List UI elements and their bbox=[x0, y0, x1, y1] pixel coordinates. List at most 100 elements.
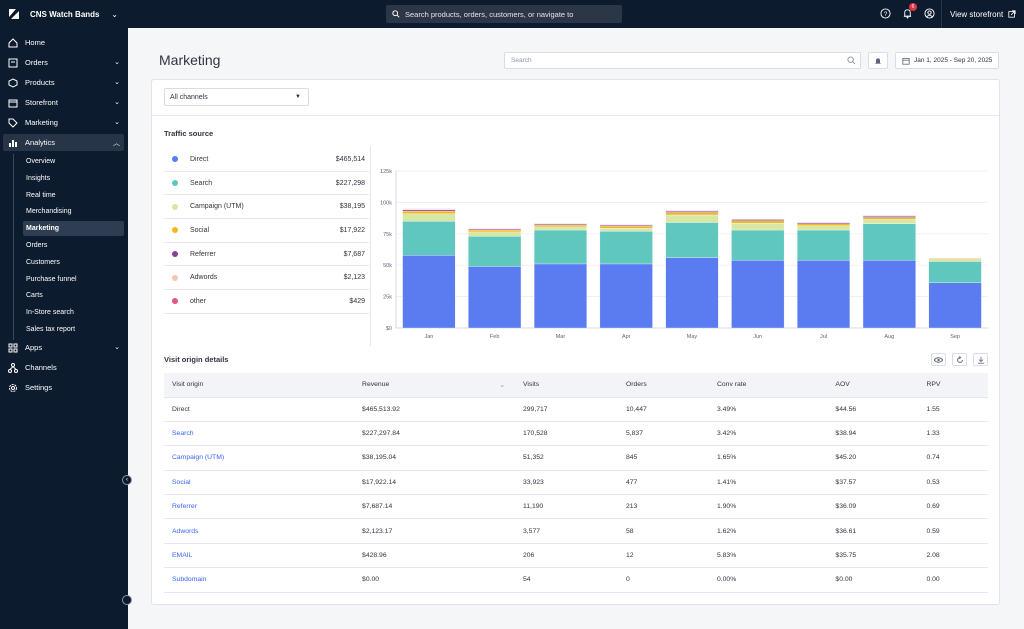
chevron-down-icon: ⌄ bbox=[114, 59, 120, 66]
legend-swatch bbox=[172, 298, 178, 305]
sidebar-item-analytics[interactable]: Analytics ︿ bbox=[3, 134, 124, 151]
column-header[interactable]: RPV bbox=[918, 373, 988, 398]
bar-segment bbox=[928, 261, 982, 283]
bar-segment bbox=[468, 229, 522, 233]
sidebar-item-storefront[interactable]: Storefront ⌄ bbox=[3, 94, 124, 111]
chevron-down-icon: ⌄ bbox=[114, 344, 120, 351]
visit-origin-link[interactable]: Referrer bbox=[164, 494, 355, 520]
bar-segment bbox=[402, 221, 456, 256]
analytics-subitem-sales-tax-report[interactable]: Sales tax report bbox=[26, 326, 76, 333]
traffic-source-heading: Traffic source bbox=[164, 129, 214, 138]
sidebar-item-orders[interactable]: Orders ⌄ bbox=[3, 54, 124, 71]
bar-segment bbox=[402, 211, 456, 214]
refresh-button[interactable] bbox=[952, 353, 967, 366]
legend-label: Direct bbox=[190, 155, 209, 163]
bar-segment bbox=[797, 225, 851, 231]
visit-origin-link[interactable]: Subdomain bbox=[164, 567, 355, 593]
sidebar-item-marketing[interactable]: Marketing ⌄ bbox=[3, 114, 124, 131]
y-tick-label: $0 bbox=[386, 326, 392, 332]
table-cell-rpv: 0.59 bbox=[918, 518, 988, 544]
column-header[interactable]: Visit origin bbox=[164, 373, 355, 398]
column-header[interactable]: Revenue ⌄ bbox=[354, 373, 515, 398]
column-header[interactable]: Visits bbox=[515, 373, 618, 398]
analytics-subitem-in-store-search[interactable]: In-Store search bbox=[26, 309, 74, 317]
visit-origin-link[interactable]: Social bbox=[164, 470, 355, 496]
visit-origin-link[interactable]: Search bbox=[164, 421, 355, 447]
table-cell-orders: 10,447 bbox=[617, 397, 709, 422]
bar-segment bbox=[797, 229, 851, 261]
alerts-button[interactable] bbox=[868, 52, 888, 69]
bar-segment bbox=[862, 260, 916, 329]
table-cell-revenue: $428.96 bbox=[354, 543, 515, 569]
sidebar-item-label: Settings bbox=[25, 383, 53, 392]
sidebar-item-home[interactable]: Home bbox=[3, 34, 124, 51]
sidebar-item-label: Products bbox=[25, 78, 55, 87]
legend-value: $2,123 bbox=[343, 274, 365, 282]
x-tick-label: Sep bbox=[950, 334, 960, 340]
notifications-bell-icon[interactable] bbox=[902, 8, 913, 19]
toggle-visibility-button[interactable] bbox=[931, 353, 946, 366]
bar-segment bbox=[797, 222, 851, 224]
date-range-picker[interactable]: Jan 1, 2025 - Sep 20, 2025 bbox=[895, 52, 999, 69]
analytics-subitem-insights[interactable]: Insights bbox=[26, 174, 51, 182]
table-header-row: Visit origin Revenue ⌄ Visits Orders Conv rat… bbox=[164, 373, 988, 398]
x-tick-label: Apr bbox=[622, 334, 631, 340]
chevron-down-icon: ⌄ bbox=[114, 99, 120, 106]
gear-icon bbox=[9, 383, 17, 392]
download-button[interactable] bbox=[973, 353, 988, 366]
account-icon[interactable] bbox=[924, 8, 935, 19]
view-storefront-link[interactable]: View storefront bbox=[941, 0, 1016, 28]
table-cell-revenue: $227,297.84 bbox=[354, 421, 515, 447]
bar-segment bbox=[928, 282, 982, 329]
legend-label: Social bbox=[190, 226, 210, 234]
x-tick-label: May bbox=[687, 334, 698, 340]
visit-origin-link[interactable]: Campaign (UTM) bbox=[164, 445, 355, 471]
bar-segment bbox=[599, 227, 653, 232]
table-cell-visits: 206 bbox=[515, 543, 618, 569]
column-header[interactable]: Orders bbox=[617, 373, 709, 398]
legend-value: $38,195 bbox=[339, 203, 365, 211]
table-cell-rpv: 0.74 bbox=[918, 445, 988, 471]
visit-origin-link[interactable]: EMAIL bbox=[164, 543, 355, 569]
analytics-subitem-marketing[interactable]: Marketing bbox=[23, 221, 124, 237]
sidebar-item-products[interactable]: Products ⌄ bbox=[3, 74, 124, 91]
divider bbox=[370, 146, 371, 346]
table-cell-conv: 1.65% bbox=[708, 445, 828, 471]
analytics-subitem-purchase-funnel[interactable]: Purchase funnel bbox=[26, 275, 77, 283]
sidebar-item-label: Channels bbox=[25, 363, 57, 372]
channel-filter-dropdown[interactable]: All channels ▼ bbox=[164, 88, 309, 106]
home-icon bbox=[8, 37, 18, 47]
table-row: Referrer $7,687.14 11,190 213 1.90% $36.09 0.6… bbox=[164, 494, 988, 520]
sidebar-item-channels[interactable]: Channels bbox=[3, 359, 124, 376]
global-search-input[interactable]: Search products, orders, customers, or n… bbox=[386, 5, 622, 23]
column-header[interactable]: AOV bbox=[827, 373, 919, 398]
bar-segment bbox=[402, 209, 456, 212]
column-header[interactable]: Conv rate bbox=[708, 373, 828, 398]
help-icon[interactable]: ? bbox=[880, 8, 891, 19]
collapse-sidebar-button[interactable]: ‹ bbox=[122, 475, 132, 485]
analytics-subitem-merchandising[interactable]: Merchandising bbox=[26, 208, 72, 216]
analytics-subitem-orders[interactable]: Orders bbox=[26, 242, 48, 249]
table-cell-visits: 3,577 bbox=[515, 518, 618, 544]
sidebar-item-label: Storefront bbox=[25, 98, 58, 107]
sidebar-item-apps[interactable]: Apps ⌄ bbox=[3, 339, 124, 356]
legend-swatch bbox=[172, 180, 178, 187]
sidebar-item-settings[interactable]: Settings bbox=[3, 379, 124, 396]
visit-origin-link[interactable]: Adwords bbox=[164, 518, 355, 544]
bar-segment bbox=[599, 263, 653, 329]
chevron-down-icon: ⌄ bbox=[114, 119, 120, 126]
bigcommerce-logo-icon bbox=[9, 9, 19, 19]
legend-value: $227,298 bbox=[335, 179, 365, 187]
table-cell-revenue: $17,922.14 bbox=[354, 470, 515, 496]
page-search-input[interactable]: Search bbox=[504, 52, 861, 69]
help-launcher-button[interactable] bbox=[122, 595, 132, 605]
analytics-subitem-real-time[interactable]: Real time bbox=[26, 191, 56, 199]
analytics-subitem-carts[interactable]: Carts bbox=[26, 292, 43, 300]
analytics-subitem-overview[interactable]: Overview bbox=[26, 158, 56, 165]
store-switcher[interactable]: CNS Watch Bands ⌄ bbox=[0, 0, 128, 28]
tag-icon bbox=[8, 118, 18, 128]
legend-swatch bbox=[172, 156, 178, 163]
table-cell-rpv: 1.33 bbox=[918, 421, 988, 447]
analytics-subitem-customers[interactable]: Customers bbox=[26, 258, 60, 266]
visit-origin-cell: Direct bbox=[164, 397, 355, 422]
